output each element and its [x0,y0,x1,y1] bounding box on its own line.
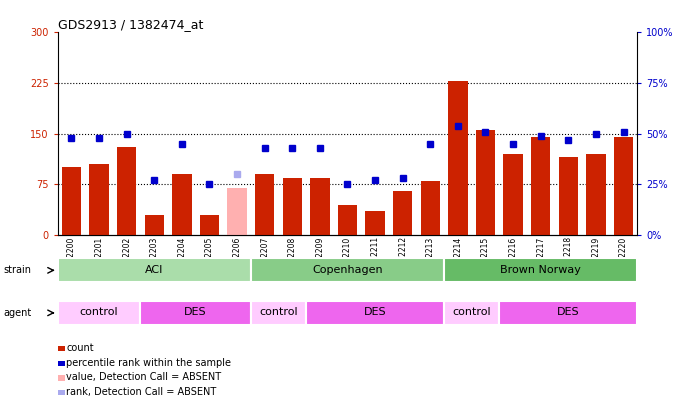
Text: Copenhagen: Copenhagen [312,265,383,275]
Text: strain: strain [3,265,31,275]
Bar [586,154,605,235]
Bar [251,301,306,325]
Bar [311,177,330,235]
Bar [62,167,81,235]
Bar [255,174,275,235]
Bar [531,137,551,235]
Bar [499,301,637,325]
Text: DES: DES [184,307,207,318]
Text: DES: DES [557,307,580,318]
Bar [200,215,219,235]
Text: DES: DES [364,307,386,318]
Bar [58,258,251,282]
Bar [444,258,637,282]
Text: value, Detection Call = ABSENT: value, Detection Call = ABSENT [66,373,222,382]
Text: GDS2913 / 1382474_at: GDS2913 / 1382474_at [58,18,203,31]
Bar [117,147,136,235]
Bar [306,301,444,325]
Bar [614,137,633,235]
Text: Brown Norway: Brown Norway [500,265,581,275]
Bar [251,258,444,282]
Bar [58,301,140,325]
Text: count: count [66,343,94,353]
Bar [444,301,499,325]
Bar [420,181,440,235]
Bar [393,191,412,235]
Text: agent: agent [3,308,32,318]
Bar [172,174,191,235]
Text: control: control [80,307,119,318]
Bar [144,215,164,235]
Text: control: control [452,307,491,318]
Bar [89,164,108,235]
Bar [365,211,384,235]
Bar [283,177,302,235]
Text: ACI: ACI [145,265,163,275]
Text: control: control [259,307,298,318]
Bar [338,205,357,235]
Bar [504,154,523,235]
Text: rank, Detection Call = ABSENT: rank, Detection Call = ABSENT [66,387,217,397]
Bar [227,188,247,235]
Bar [559,157,578,235]
Bar [476,130,495,235]
Text: percentile rank within the sample: percentile rank within the sample [66,358,231,368]
Bar [140,301,251,325]
Bar [448,81,468,235]
